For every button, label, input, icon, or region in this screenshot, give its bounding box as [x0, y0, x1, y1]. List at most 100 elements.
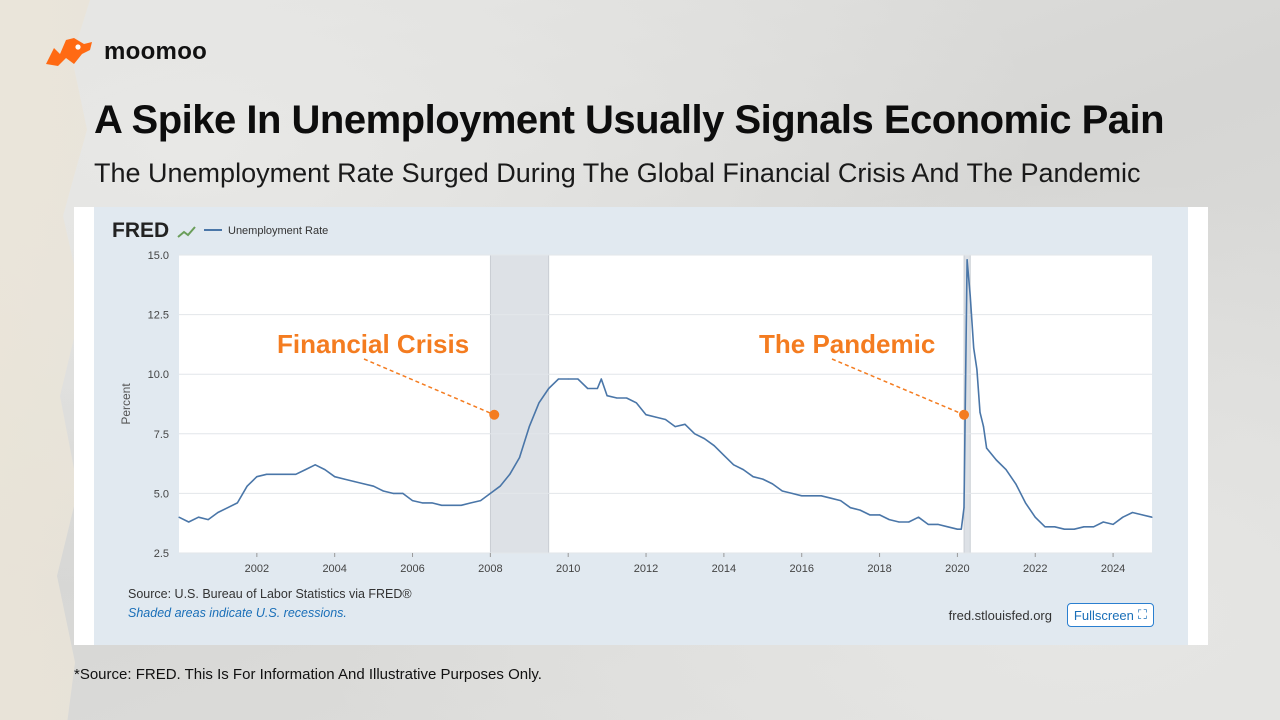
- data-point: [849, 507, 851, 509]
- data-point: [1141, 514, 1143, 516]
- data-point: [450, 504, 453, 506]
- y-tick-label: 10.0: [148, 369, 169, 381]
- data-point: [1083, 526, 1085, 528]
- data-point: [674, 426, 676, 428]
- fred-chart-icon: [177, 226, 196, 238]
- recession-shading-note: Shaded areas indicate U.S. recessions.: [128, 606, 347, 620]
- data-point: [343, 478, 346, 480]
- data-point: [256, 476, 258, 478]
- x-tick-label: 2002: [245, 563, 269, 575]
- data-point: [1015, 483, 1017, 485]
- data-point: [888, 519, 890, 521]
- data-point: [402, 492, 404, 494]
- data-point: [869, 514, 871, 516]
- data-point: [733, 464, 735, 466]
- x-tick-label: 2016: [789, 563, 813, 575]
- x-tick-label: 2022: [1023, 563, 1047, 575]
- data-point: [781, 490, 783, 492]
- data-point: [528, 426, 530, 428]
- data-point: [1151, 516, 1153, 518]
- data-point: [762, 478, 764, 480]
- data-point: [937, 523, 939, 525]
- data-point: [217, 511, 219, 514]
- fred-url[interactable]: fred.stlouisfed.org: [948, 608, 1052, 623]
- fullscreen-label: Fullscreen: [1073, 607, 1134, 623]
- y-tick-label: 15.0: [148, 250, 169, 262]
- page-subtitle: The Unemployment Rate Surged During The …: [94, 158, 1141, 188]
- data-point: [927, 523, 929, 525]
- data-point: [587, 387, 589, 390]
- data-point: [577, 378, 579, 380]
- annotation-label-2: The Pandemic: [759, 329, 935, 359]
- x-tick-label: 2004: [322, 563, 346, 575]
- data-point: [713, 445, 715, 447]
- data-point: [178, 516, 180, 518]
- x-tick-label: 2014: [712, 563, 736, 575]
- data-point: [392, 492, 394, 494]
- data-point: [489, 492, 491, 494]
- data-point: [908, 521, 910, 523]
- data-point: [421, 502, 423, 504]
- data-point: [973, 347, 975, 349]
- data-point: [606, 395, 608, 397]
- data-point: [499, 485, 501, 487]
- data-point: [246, 485, 248, 487]
- data-point: [1024, 502, 1027, 504]
- series-line-unemployment-rate: [178, 259, 1153, 530]
- data-point: [197, 516, 200, 518]
- recession-band-1: [489, 254, 550, 554]
- footnote: *Source: FRED. This Is For Information A…: [74, 666, 542, 683]
- data-point: [480, 499, 482, 502]
- data-point: [985, 447, 988, 449]
- data-point: [304, 468, 307, 471]
- fred-source: Source: U.S. Bureau of Labor Statistics …: [128, 587, 412, 601]
- fullscreen-icon: ⛶: [1137, 607, 1147, 622]
- data-point: [557, 378, 560, 380]
- x-tick-label: 2012: [634, 563, 658, 575]
- data-point: [810, 495, 813, 497]
- data-point: [664, 418, 667, 421]
- data-point: [509, 473, 511, 475]
- data-point: [898, 521, 900, 523]
- data-point: [324, 468, 326, 471]
- data-point: [947, 526, 949, 528]
- y-tick-label: 2.5: [154, 548, 169, 560]
- data-point: [917, 516, 920, 518]
- data-point: [1044, 526, 1046, 528]
- y-axis-label: Percent: [119, 383, 133, 425]
- y-tick-label: 7.5: [154, 429, 169, 441]
- data-point: [411, 499, 414, 502]
- fullscreen-button[interactable]: Fullscreen ⛶: [1066, 603, 1154, 627]
- legend-label: Unemployment Rate: [228, 225, 328, 237]
- page-title: A Spike In Unemployment Usually Signals …: [94, 98, 1165, 142]
- data-point: [518, 457, 521, 459]
- data-point: [742, 468, 744, 471]
- data-point: [960, 528, 962, 530]
- y-tick-label: 12.5: [148, 310, 169, 322]
- data-point: [625, 397, 628, 399]
- data-point: [285, 473, 287, 475]
- x-tick-label: 2018: [867, 563, 891, 575]
- data-point: [840, 499, 842, 502]
- data-point: [275, 473, 277, 475]
- data-point: [548, 387, 550, 390]
- x-tick-label: 2024: [1101, 563, 1125, 575]
- x-tick-label: 2006: [400, 563, 424, 575]
- data-point: [820, 495, 822, 497]
- data-point: [295, 473, 297, 475]
- data-point: [314, 464, 316, 466]
- data-point: [956, 528, 959, 530]
- data-point: [1112, 523, 1114, 525]
- annotation-leader-2: [831, 358, 965, 416]
- data-point: [791, 492, 793, 494]
- data-point: [982, 426, 985, 428]
- brand-name: moomoo: [104, 38, 208, 65]
- data-point: [1073, 528, 1075, 530]
- annotation-leader-1: [363, 358, 495, 416]
- data-point: [859, 509, 861, 511]
- plot-area: [179, 255, 1152, 553]
- data-point: [265, 473, 268, 475]
- data-point: [723, 454, 725, 456]
- x-tick-label: 2008: [478, 563, 502, 575]
- data-point: [441, 504, 443, 506]
